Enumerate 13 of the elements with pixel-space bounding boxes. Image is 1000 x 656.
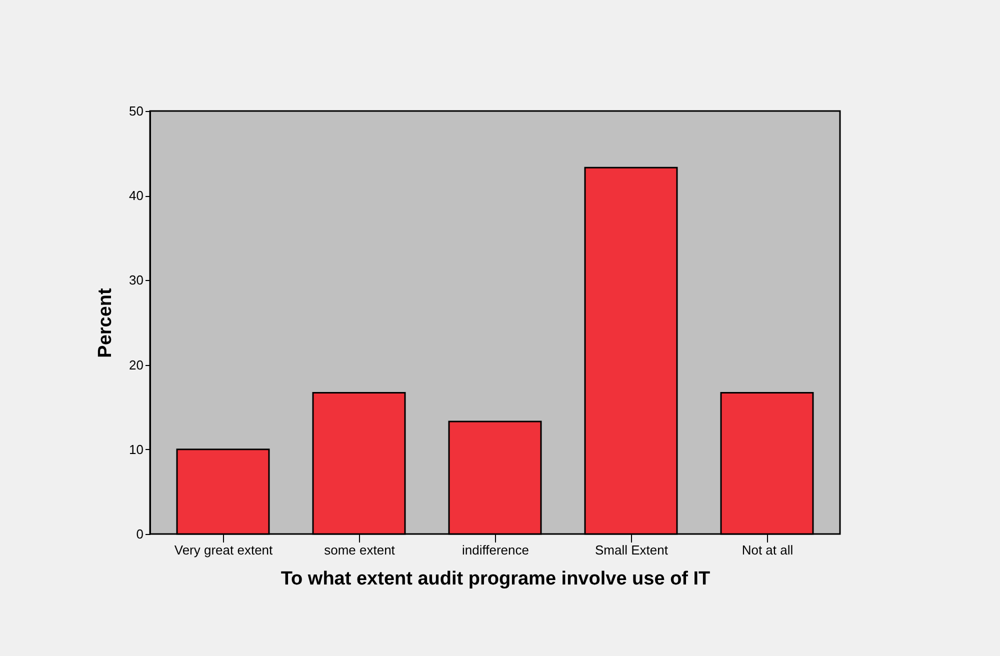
y-tick-label: 0 [136,526,144,542]
y-tick-label: 30 [129,272,144,288]
x-tick-label: some extent [324,542,396,558]
x-tick-label: Very great extent [174,542,274,558]
y-axis-title: Percent [95,287,116,358]
x-tick-label: indifference [462,542,529,558]
y-tick-label: 10 [129,442,144,457]
x-tick-label: Not at all [742,542,794,558]
y-tick-label: 20 [129,357,144,372]
y-tick-label: 50 [129,104,144,118]
x-axis-title: To what extent audit programe involve use of IT [280,568,711,590]
x-tick-label: Small Extent [595,542,668,558]
y-tick-label: 40 [129,188,144,204]
